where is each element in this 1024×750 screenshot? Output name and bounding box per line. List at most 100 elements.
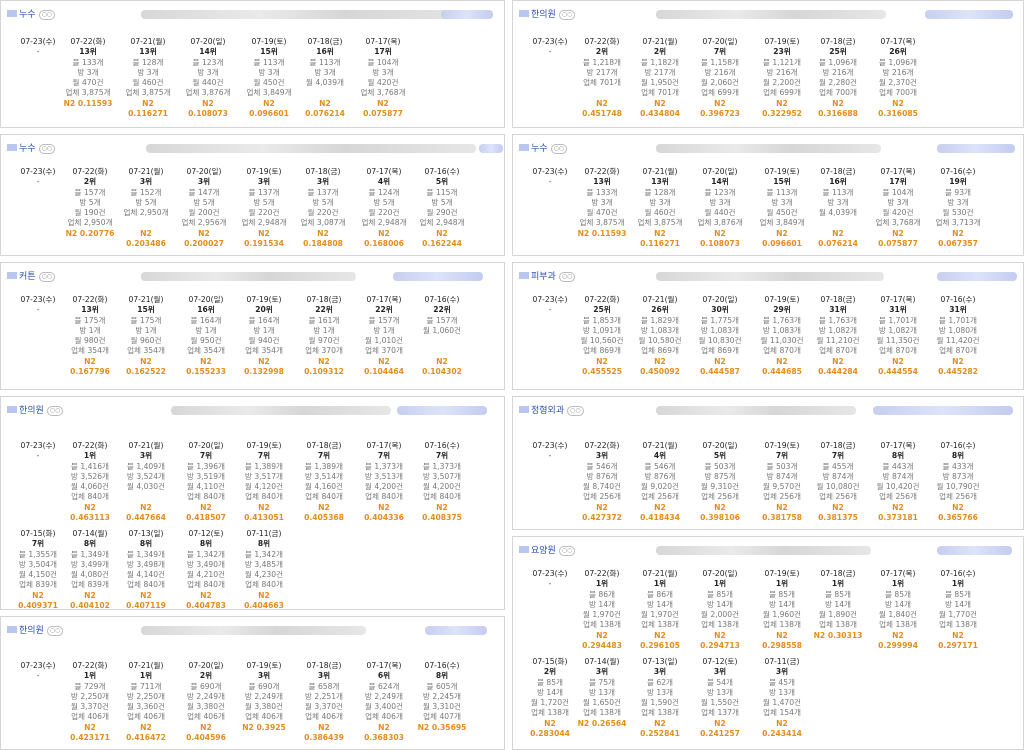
room-count: 방 1,091개 — [582, 325, 622, 335]
date-label: 07-18(금) — [820, 441, 856, 450]
n2-score: N2 0.30313 — [813, 630, 863, 640]
business-count: 업체 2,948개 — [419, 218, 465, 228]
monthly-search: 월 11,030건 — [760, 336, 804, 346]
rank-column: 07-17(목) 31위 블 1,701개 방 1,082개 월 11,350건 업체 8… — [871, 295, 925, 377]
blog-count: 블 1,829개 — [640, 315, 680, 325]
blog-count: 블 605개 — [426, 681, 458, 691]
redacted-link[interactable] — [441, 10, 493, 19]
rank-value: 2위 — [83, 177, 97, 187]
room-count: 방 14개 — [944, 599, 972, 609]
redacted-link[interactable] — [393, 272, 483, 281]
room-count: 방 1,083개 — [640, 325, 680, 335]
blog-count: 블 1,373개 — [422, 461, 462, 471]
room-count: 방 3,504개 — [18, 559, 58, 569]
redacted-link[interactable] — [937, 546, 1012, 555]
info-badge-icon[interactable]: ○○ — [38, 144, 56, 154]
keyword-title[interactable]: 누수 ○○ — [519, 143, 568, 155]
redacted-link[interactable] — [397, 406, 487, 415]
date-label: 07-19(토) — [246, 661, 282, 670]
room-count: 방 3개 — [947, 197, 969, 207]
keyword-title[interactable]: 요양원 ○○ — [519, 545, 576, 557]
business-count: 업체 3,876개 — [697, 218, 743, 228]
rank-value: - — [548, 47, 552, 57]
keyword-label: 누수 — [531, 144, 548, 154]
business-count: 업체 138개 — [583, 620, 621, 630]
info-badge-icon[interactable]: ○○ — [567, 406, 584, 416]
date-label: 07-17(목) — [880, 569, 916, 578]
rank-value: 7위 — [831, 451, 845, 461]
info-badge-icon[interactable]: ○○ — [46, 406, 64, 416]
info-badge-icon[interactable]: ○○ — [558, 10, 576, 20]
date-label: 07-20(일) — [188, 441, 224, 450]
rank-column: 07-16(수) 31위 블 1,701개 방 1,080개 월 11,420건 업체 8… — [931, 295, 985, 377]
rank-column: 07-23(수) - — [11, 295, 65, 316]
date-label: 07-22(화) — [584, 167, 620, 176]
redacted-link[interactable] — [873, 406, 1013, 415]
keyword-title[interactable]: 한의원 ○○ — [7, 625, 64, 637]
n2-score: N2 0.108073 — [188, 98, 228, 119]
business-count: 업체 870개 — [879, 346, 917, 356]
info-badge-icon[interactable]: ○○ — [38, 10, 56, 20]
date-label: 07-16(수) — [424, 167, 460, 176]
n2-score: N2 0.407119 — [126, 590, 166, 610]
business-count — [119, 218, 173, 228]
keyword-title[interactable]: 커튼 ○○ — [7, 271, 56, 283]
monthly-search: 월 2,000건 — [700, 610, 740, 620]
blog-count: 블 152개 — [130, 187, 162, 197]
n2-score: N2 0.200027 — [184, 228, 224, 249]
rank-column: 07-20(일) 7위 블 1,396개 방 3,519개 월 4,110건 업체 840… — [179, 441, 233, 523]
n2-score: N2 0.104464 — [364, 356, 404, 377]
blog-count: 블 711개 — [130, 681, 162, 691]
date-label: 07-23(수) — [20, 167, 56, 176]
business-count: 업체 3,849개 — [759, 218, 805, 228]
blog-count: 블 1,096개 — [878, 57, 918, 67]
rank-column: 07-17(목) 7위 블 1,373개 방 3,513개 월 4,200건 업체 840… — [357, 441, 411, 523]
room-count: 방 14개 — [768, 599, 796, 609]
room-count: 방 5개 — [79, 197, 101, 207]
n2-score: N2 0.075877 — [878, 228, 918, 249]
blog-count: 블 128개 — [132, 57, 164, 67]
redacted-link[interactable] — [925, 10, 1013, 19]
keyword-title[interactable]: 누수 ○○ — [7, 9, 56, 21]
rank-column: 07-20(일) 14위 블 123개 방 3개 월 440건 업체 3,876개 N2 0… — [181, 37, 235, 119]
info-badge-icon[interactable]: ○○ — [46, 626, 64, 636]
keyword-title[interactable]: 정형외과 ○○ — [519, 405, 584, 417]
keyword-title[interactable]: 한의원 ○○ — [519, 9, 576, 21]
n2-score: N2 0.299994 — [878, 630, 918, 651]
redacted-link[interactable] — [425, 626, 487, 635]
redacted-link[interactable] — [937, 144, 1015, 153]
n2-score: N2 0.368303 — [364, 722, 404, 743]
rank-value: 1위 — [713, 579, 727, 589]
rank-value: 8위 — [199, 539, 213, 549]
info-badge-icon[interactable]: ○○ — [38, 272, 56, 282]
rank-value: 1위 — [83, 671, 97, 681]
blog-count: 블 503개 — [704, 461, 736, 471]
blog-count: 블 137개 — [307, 187, 339, 197]
keyword-title[interactable]: 누수 ○○ — [7, 143, 56, 155]
blog-count: 블 133개 — [586, 187, 618, 197]
rank-value: 14위 — [711, 177, 729, 187]
date-label: 07-20(일) — [188, 661, 224, 670]
monthly-search: 월 1,970건 — [640, 610, 680, 620]
room-count: 방 2,249개 — [186, 691, 226, 701]
rank-column: 07-18(금) 3위 블 658개 방 2,251개 월 3,370건 업체 406개 N… — [297, 661, 351, 743]
info-badge-icon[interactable]: ○○ — [550, 144, 568, 154]
business-count: 업체 840개 — [187, 580, 225, 590]
monthly-search: 월 10,560건 — [580, 336, 624, 346]
date-label: 07-23(수) — [532, 441, 568, 450]
info-badge-icon[interactable]: ○○ — [558, 272, 576, 282]
redacted-business-name — [141, 272, 356, 281]
blog-count: 블 123개 — [192, 57, 224, 67]
redacted-business-name — [141, 10, 481, 19]
monthly-search: 월 970건 — [308, 336, 340, 346]
keyword-title[interactable]: 한의원 ○○ — [7, 405, 64, 417]
rank-column: 07-22(화) 1위 블 729개 방 2,250개 월 3,370건 업체 406개 N… — [63, 661, 117, 743]
rank-column: 07-22(화) 1위 블 86개 방 14개 월 1,970건 업체 138개 N2 0.… — [575, 569, 629, 651]
room-count: 방 3,490개 — [186, 559, 226, 569]
redacted-link[interactable] — [479, 144, 503, 153]
redacted-link[interactable] — [937, 272, 1017, 281]
room-count: 방 3개 — [258, 67, 280, 77]
keyword-title[interactable]: 피부과 ○○ — [519, 271, 576, 283]
info-badge-icon[interactable]: ○○ — [558, 546, 576, 556]
rank-value: - — [36, 451, 40, 461]
